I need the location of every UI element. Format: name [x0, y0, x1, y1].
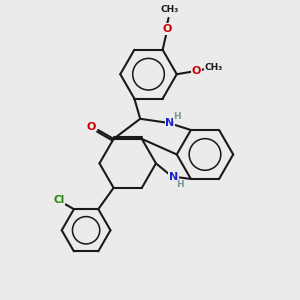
Text: O: O [162, 24, 172, 34]
Text: O: O [86, 122, 96, 132]
Text: N: N [165, 118, 175, 128]
Text: Cl: Cl [53, 195, 65, 205]
Text: O: O [192, 66, 201, 76]
Text: CH₃: CH₃ [160, 5, 178, 14]
Text: CH₃: CH₃ [205, 63, 223, 72]
Text: H: H [176, 180, 184, 189]
Text: N: N [169, 172, 178, 182]
Text: H: H [173, 112, 181, 121]
